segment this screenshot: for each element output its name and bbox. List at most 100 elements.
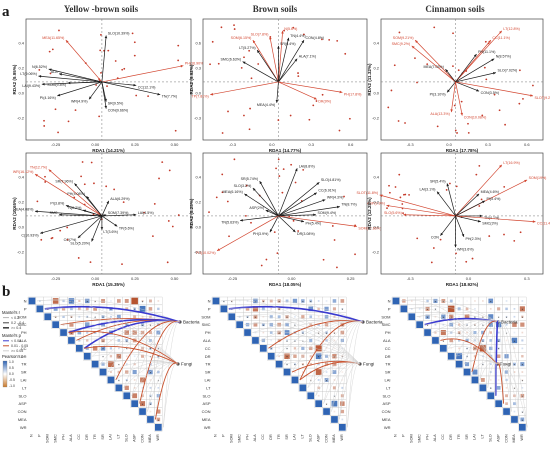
significance-star: * — [86, 299, 88, 304]
heatmap-square — [333, 323, 336, 326]
heatmap-square — [141, 387, 144, 389]
heatmap-square — [269, 331, 273, 334]
legend-mantel-r-item: >= 0.4 — [11, 326, 21, 330]
heatmap-square — [70, 307, 73, 311]
heatmap-square — [332, 386, 336, 390]
heatmap-square — [496, 386, 501, 390]
heatmap-square — [93, 306, 98, 311]
significance-star: * — [286, 347, 288, 352]
heatmap-square — [333, 315, 336, 318]
env-arrow-label: SR(9.5%) — [108, 102, 124, 106]
heatmap-col-label: DR — [449, 434, 453, 440]
heatmap-square — [433, 298, 438, 304]
significance-star: * — [458, 331, 460, 336]
arrow-head — [482, 200, 486, 204]
heatmap-square — [245, 307, 250, 311]
env-arrow-label: LAI(8.8%) — [299, 164, 315, 168]
heatmap-col-label: ASP — [316, 434, 320, 442]
env-arrow — [101, 200, 110, 217]
env-arrow — [256, 49, 279, 83]
x-tick-label: 0.0 — [269, 142, 275, 147]
sample-point — [248, 128, 251, 131]
sample-point — [73, 196, 76, 199]
heatmap-square — [92, 346, 98, 351]
arrow-head — [450, 109, 453, 113]
heatmap-square — [132, 330, 137, 335]
y-tick-label: 0.0 — [373, 91, 379, 96]
heatmap-square — [317, 339, 320, 342]
heatmap-square — [442, 323, 445, 326]
heatmap-square — [315, 353, 322, 360]
sample-point — [478, 205, 481, 207]
heatmap-square — [505, 331, 508, 334]
rda-panel-0-2: LT(12.8%) CC(11.1%) SOM(9.21%) SMC(9.2%) PH(… — [367, 18, 550, 153]
heatmap-square — [85, 346, 89, 350]
mantel-link — [155, 321, 181, 420]
env-arrow — [455, 58, 495, 83]
env-arrow-label: LAI(9.43%) — [22, 84, 40, 88]
mantel-link — [347, 363, 361, 428]
sample-point — [240, 66, 243, 69]
sample-point — [89, 261, 92, 264]
arrow-head — [269, 36, 272, 40]
mantel-panel-1: NPSOMSMCPHALACCDRTRSRLAILTSLOASPCONMEAWR… — [201, 296, 383, 443]
significance-star: * — [427, 315, 429, 320]
rda-x-axis-title: RDA1 (18.05%) — [269, 282, 302, 287]
significance-star: * — [71, 315, 73, 320]
env-arrow — [379, 194, 456, 217]
heatmap-square — [457, 331, 461, 334]
sample-point — [322, 258, 325, 261]
heatmap-square — [149, 410, 152, 413]
heatmap-square — [246, 315, 249, 318]
significance-star: * — [110, 307, 112, 312]
heatmap-square — [520, 322, 525, 327]
env-arrow — [455, 81, 463, 116]
arrow-head — [491, 58, 495, 62]
heatmap-square — [474, 308, 476, 310]
mantel-node-label: Fungi — [363, 362, 374, 367]
heatmap-col-label: P — [38, 434, 42, 437]
heatmap-square — [332, 354, 337, 359]
sample-point — [344, 52, 347, 55]
heatmap-square — [148, 299, 152, 303]
arrow-head — [379, 194, 383, 197]
sample-point — [44, 181, 47, 183]
heatmap-square — [521, 387, 524, 389]
y-tick-label: 0.0 — [195, 225, 201, 230]
significance-star: * — [102, 347, 104, 352]
heatmap-square — [236, 321, 243, 328]
env-arrow — [278, 206, 340, 217]
heatmap-row-label: SOM — [17, 314, 26, 319]
sample-point — [43, 119, 45, 122]
heatmap-square — [228, 313, 236, 321]
heatmap-square — [294, 308, 296, 310]
sample-point — [177, 59, 180, 62]
heatmap-row-label: DR — [205, 354, 211, 359]
heatmap-square — [149, 339, 152, 342]
mantel-link — [44, 307, 179, 365]
heatmap-square — [521, 355, 524, 358]
arrow-head — [473, 54, 477, 57]
heatmap-square — [252, 306, 259, 312]
sample-point — [260, 264, 263, 267]
heatmap-square — [118, 347, 120, 350]
sample-point — [312, 104, 315, 107]
heatmap-row-label: PH — [205, 330, 211, 335]
pearson-tick-label: 0.0 — [9, 372, 14, 376]
sample-point — [401, 203, 404, 205]
heatmap-square — [471, 376, 479, 384]
sample-point — [277, 119, 280, 121]
significance-star: * — [302, 363, 304, 368]
sample-point — [386, 207, 388, 210]
heatmap-square — [278, 355, 280, 358]
heatmap-square — [339, 424, 346, 431]
env-arrow-label: TN(12.7%) — [30, 165, 47, 169]
heatmap-square — [520, 393, 525, 398]
heatmap-row-label: SOM — [201, 314, 210, 319]
heatmap-square — [149, 347, 152, 350]
heatmap-square — [230, 300, 233, 302]
significance-star: * — [118, 363, 120, 368]
heatmap-square — [223, 300, 225, 302]
arrow-head — [530, 94, 534, 97]
heatmap-square — [392, 297, 400, 305]
